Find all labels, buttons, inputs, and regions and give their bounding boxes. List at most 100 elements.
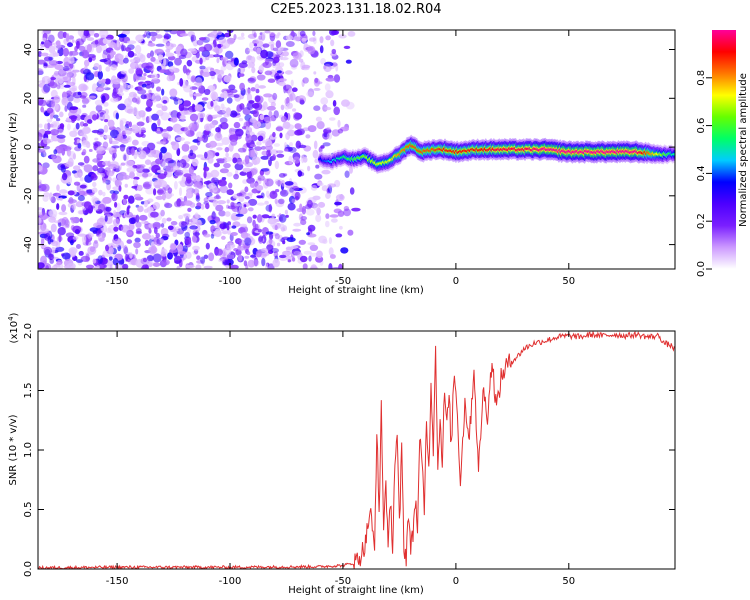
noise-dot — [226, 189, 234, 196]
noise-dot — [174, 201, 180, 208]
noise-dot — [102, 196, 112, 204]
noise-dot — [275, 63, 281, 71]
noise-dot — [270, 101, 276, 107]
noise-dot — [217, 179, 227, 187]
noise-dot — [99, 59, 108, 63]
noise-dot — [72, 153, 76, 160]
noise-dot — [61, 172, 68, 181]
noise-dot — [331, 218, 338, 223]
noise-dot — [148, 228, 152, 234]
noise-dot — [154, 48, 164, 55]
noise-dot — [58, 189, 68, 194]
noise-dot — [129, 59, 136, 63]
noise-dot — [186, 72, 191, 80]
noise-dot — [86, 43, 92, 53]
snr-x-label: Height of straight line (km) — [288, 585, 424, 596]
noise-dot — [315, 164, 320, 169]
noise-dot — [278, 198, 285, 205]
noise-dot — [210, 225, 218, 230]
noise-dot — [248, 198, 258, 206]
noise-dot — [259, 114, 265, 121]
noise-dot — [148, 260, 154, 266]
noise-dot — [116, 39, 120, 48]
noise-dot — [183, 173, 192, 178]
noise-dot — [48, 60, 59, 66]
noise-dot — [328, 247, 334, 256]
noise-dot — [76, 244, 81, 249]
x-tick-label: 0 — [453, 276, 459, 287]
noise-dot — [334, 201, 342, 206]
noise-dot — [221, 137, 231, 145]
noise-dot — [104, 119, 109, 123]
noise-dot — [143, 200, 148, 208]
noise-dot — [134, 237, 141, 243]
noise-dot — [268, 237, 273, 245]
noise-dot — [266, 105, 276, 111]
noise-dot — [319, 45, 324, 54]
noise-dot — [184, 126, 189, 135]
noise-dot — [195, 264, 202, 269]
noise-dot — [229, 134, 239, 142]
noise-dot — [276, 242, 281, 247]
noise-dot — [280, 57, 289, 61]
noise-dot — [249, 182, 255, 189]
noise-dot — [189, 225, 198, 230]
noise-dot — [135, 34, 144, 43]
noise-dot — [279, 254, 287, 259]
noise-dot — [119, 74, 125, 78]
noise-dot — [197, 137, 204, 142]
noise-dot — [193, 82, 203, 86]
noise-dot — [134, 44, 142, 54]
noise-dot — [256, 74, 266, 80]
colorbar-tick-label: 0.0 — [696, 261, 707, 277]
noise-dot — [110, 50, 115, 56]
noise-dot — [163, 171, 168, 176]
noise-dot — [104, 134, 112, 139]
noise-dot — [174, 180, 178, 190]
noise-dot — [267, 217, 277, 225]
noise-dot — [120, 224, 130, 233]
noise-dot — [40, 106, 45, 113]
noise-dot — [302, 77, 309, 84]
noise-dot — [224, 211, 231, 217]
noise-dot — [93, 222, 103, 229]
noise-dot — [229, 110, 238, 118]
noise-dot — [264, 70, 273, 76]
noise-dot — [243, 260, 248, 267]
noise-dot — [258, 65, 264, 73]
noise-dot — [272, 258, 280, 268]
noise-dot — [221, 229, 228, 235]
noise-dot — [160, 248, 168, 257]
noise-dot — [137, 205, 144, 213]
noise-dot — [56, 184, 60, 192]
noise-dot — [230, 139, 238, 146]
noise-dot — [56, 84, 61, 90]
noise-dot — [238, 205, 246, 214]
noise-dot — [102, 38, 108, 44]
noise-dot — [85, 264, 95, 269]
noise-dot — [143, 72, 147, 77]
noise-dot — [140, 127, 146, 133]
noise-dot — [239, 223, 247, 228]
noise-dot — [308, 37, 317, 42]
noise-dot — [251, 188, 259, 194]
noise-dot — [108, 256, 113, 261]
noise-dot — [329, 117, 336, 121]
noise-dot — [210, 100, 214, 107]
noise-dot — [185, 251, 192, 259]
noise-dot — [289, 58, 299, 68]
noise-dot — [110, 97, 119, 103]
noise-dot — [196, 131, 203, 139]
noise-dot — [70, 239, 74, 246]
spectrogram-y-axis: -40 -20 0 20 40 — [23, 43, 675, 253]
noise-dot — [79, 177, 84, 182]
colorbar-ticks: 0.0 0.2 0.4 0.6 0.8 — [696, 70, 712, 277]
y-tick-label: 1.5 — [23, 383, 34, 399]
noise-dot — [200, 203, 205, 210]
noise-dot — [220, 65, 227, 71]
noise-dot — [122, 174, 131, 180]
noise-dot — [257, 228, 262, 233]
noise-dot — [118, 164, 122, 171]
noise-dot — [249, 117, 257, 123]
noise-dot — [50, 121, 61, 130]
